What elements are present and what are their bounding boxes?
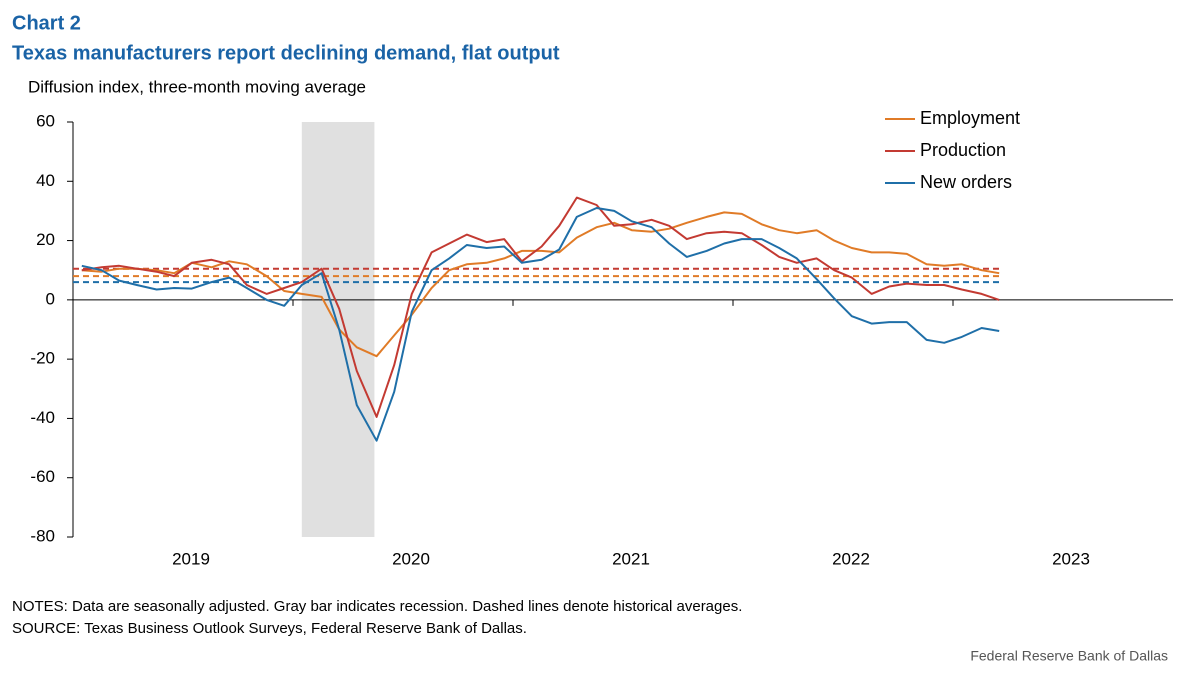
x-tick-label: 2020 (392, 549, 430, 568)
footer: Federal Reserve Bank of Dallas (970, 648, 1168, 664)
chart-title: Texas manufacturers report declining dem… (12, 42, 560, 64)
legend-label: Production (920, 140, 1006, 160)
y-tick-label: 20 (36, 230, 55, 249)
chart-label: Chart 2 (12, 12, 81, 34)
series-line (81, 196, 1000, 418)
y-tick-label: -20 (30, 349, 55, 368)
legend-label: Employment (920, 108, 1020, 128)
series-line (81, 211, 1000, 358)
y-tick-label: 60 (36, 111, 55, 130)
chart-subtitle: Diffusion index, three-month moving aver… (28, 77, 366, 96)
source: SOURCE: Texas Business Outlook Surveys, … (12, 620, 527, 637)
x-tick-label: 2019 (172, 549, 210, 568)
notes: NOTES: Data are seasonally adjusted. Gra… (12, 598, 742, 615)
x-tick-label: 2021 (612, 549, 650, 568)
x-tick-label: 2022 (832, 549, 870, 568)
y-tick-label: -60 (30, 467, 55, 486)
legend-label: New orders (920, 172, 1012, 192)
y-tick-label: -40 (30, 408, 55, 427)
series-line (81, 207, 1000, 442)
y-tick-label: 40 (36, 171, 55, 190)
y-tick-label: -80 (30, 526, 55, 545)
x-tick-label: 2023 (1052, 549, 1090, 568)
y-tick-label: 0 (46, 289, 55, 308)
